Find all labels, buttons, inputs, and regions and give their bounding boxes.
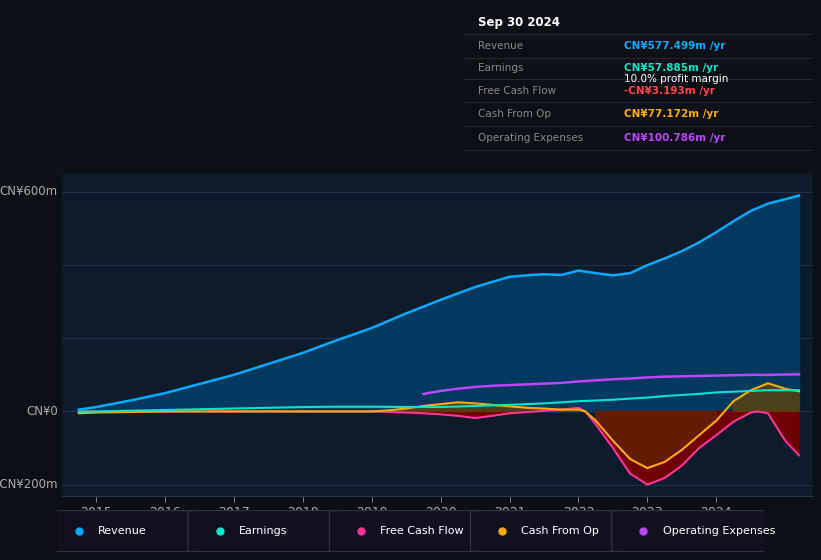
Text: 10.0% profit margin: 10.0% profit margin (624, 74, 729, 84)
Text: Cash From Op: Cash From Op (521, 526, 599, 535)
FancyBboxPatch shape (47, 511, 209, 552)
Text: Earnings: Earnings (478, 63, 523, 73)
Text: Operating Expenses: Operating Expenses (663, 526, 775, 535)
Text: -CN¥3.193m /yr: -CN¥3.193m /yr (624, 86, 715, 96)
Text: Revenue: Revenue (98, 526, 146, 535)
Text: CN¥100.786m /yr: CN¥100.786m /yr (624, 133, 726, 143)
Text: Free Cash Flow: Free Cash Flow (380, 526, 464, 535)
Text: Operating Expenses: Operating Expenses (478, 133, 583, 143)
FancyBboxPatch shape (612, 511, 774, 552)
Text: -CN¥200m: -CN¥200m (0, 478, 57, 491)
FancyBboxPatch shape (329, 511, 492, 552)
Text: Free Cash Flow: Free Cash Flow (478, 86, 556, 96)
FancyBboxPatch shape (470, 511, 633, 552)
Text: Cash From Op: Cash From Op (478, 109, 551, 119)
Text: CN¥57.885m /yr: CN¥57.885m /yr (624, 63, 718, 73)
Text: CN¥577.499m /yr: CN¥577.499m /yr (624, 41, 726, 51)
FancyBboxPatch shape (188, 511, 351, 552)
Text: CN¥600m: CN¥600m (0, 185, 57, 198)
Text: CN¥0: CN¥0 (26, 405, 57, 418)
Text: Earnings: Earnings (239, 526, 287, 535)
Text: Revenue: Revenue (478, 41, 523, 51)
Text: CN¥77.172m /yr: CN¥77.172m /yr (624, 109, 718, 119)
Text: Sep 30 2024: Sep 30 2024 (478, 16, 560, 29)
